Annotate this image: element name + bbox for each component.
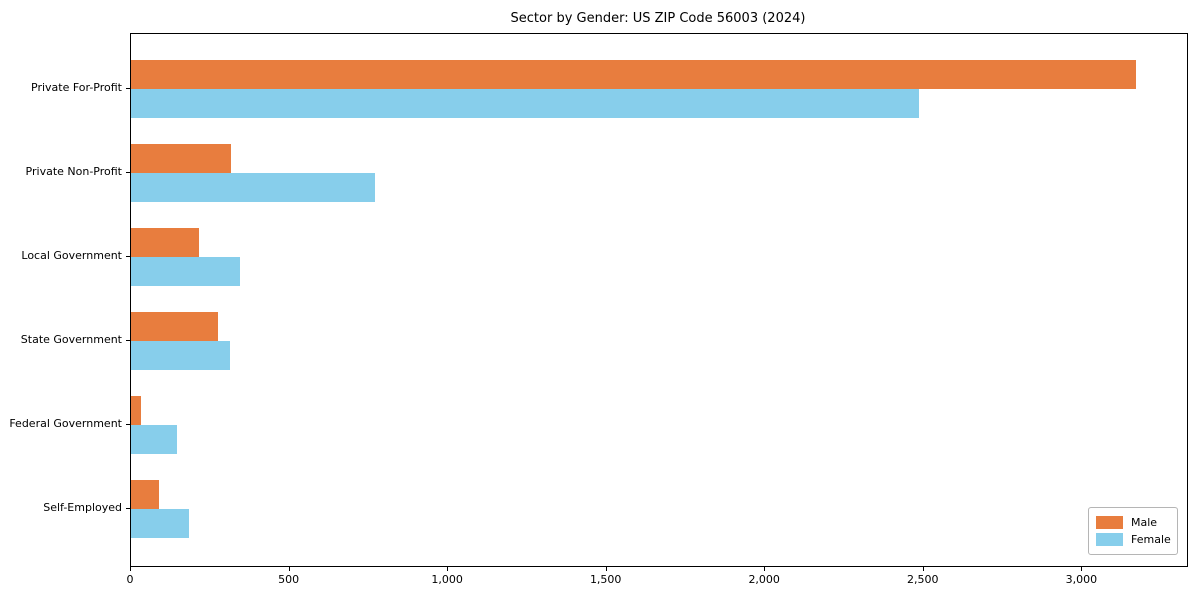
y-axis-category-label: Private For-Profit [31, 81, 122, 94]
x-tick [288, 567, 290, 571]
x-tick-label: 2,500 [907, 573, 939, 586]
x-tick-label: 500 [278, 573, 300, 586]
x-tick [1081, 567, 1083, 571]
x-tick-label: 3,000 [1065, 573, 1098, 586]
x-tick [764, 567, 766, 571]
plot-area [130, 33, 1188, 567]
y-tick [126, 256, 130, 257]
bar-male [131, 312, 219, 341]
legend-swatch-female [1096, 533, 1123, 546]
bar-male [131, 60, 1137, 89]
x-tick-label: 2,000 [748, 573, 780, 586]
bar-male [131, 480, 159, 509]
x-tick-label: 1,000 [431, 573, 463, 586]
legend-label: Male [1131, 516, 1158, 529]
y-axis-category-label: State Government [20, 333, 122, 346]
bar-female [131, 257, 241, 286]
y-axis-category-label: Local Government [21, 249, 122, 262]
x-tick-label: 0 [126, 573, 134, 586]
x-tick [447, 567, 449, 571]
y-axis-category-label: Self-Employed [43, 501, 122, 514]
y-tick [126, 340, 130, 341]
bar-female [131, 509, 190, 538]
y-tick [126, 424, 130, 425]
bar-male [131, 396, 141, 425]
bar-male [131, 228, 200, 257]
legend-item: Female [1096, 531, 1171, 548]
y-tick [126, 508, 130, 509]
x-tick [130, 567, 131, 571]
y-tick [126, 88, 130, 89]
x-tick [605, 567, 607, 571]
y-axis-category-label: Federal Government [9, 417, 122, 430]
x-tick-label: 1,500 [589, 573, 622, 586]
bar-female [131, 425, 177, 454]
y-tick [126, 172, 130, 173]
chart-title: Sector by Gender: US ZIP Code 56003 (202… [510, 11, 806, 26]
legend-label: Female [1131, 533, 1171, 546]
bar-male [131, 144, 231, 173]
bar-female [131, 341, 231, 370]
bar-female [131, 89, 919, 118]
y-axis-category-label: Private Non-Profit [25, 165, 122, 178]
legend: Male Female [1088, 507, 1178, 555]
bar-female [131, 173, 376, 202]
x-tick [922, 567, 924, 571]
legend-item: Male [1096, 514, 1169, 531]
legend-swatch-male [1096, 516, 1123, 529]
